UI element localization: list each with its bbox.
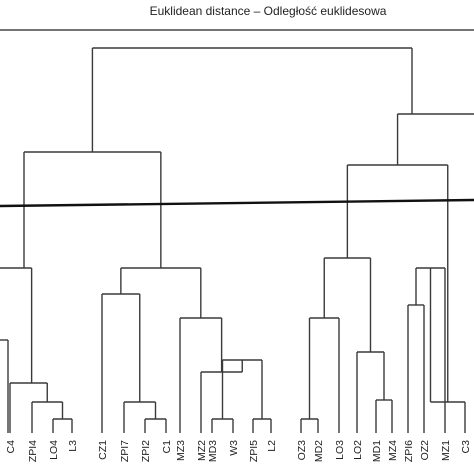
leaf-label-oz3: OZ3: [296, 440, 308, 461]
leaf-label-md3: MD3: [207, 440, 219, 462]
leaf-label-mz2: MZ2: [196, 440, 208, 461]
leaf-label-zpi5: ZPI5: [248, 440, 260, 462]
leaf-label-l2: L2: [266, 440, 278, 452]
leaf-label-mz3: MZ3: [175, 440, 187, 461]
leaf-label-mz1: MZ1: [440, 440, 452, 461]
leaf-label-w3: W3: [228, 440, 240, 456]
leaf-label-md1: MD1: [371, 440, 383, 462]
leaf-label-l3: L3: [67, 440, 79, 452]
leaf-label-lo3: LO3: [334, 440, 346, 460]
leaf-labels: C4 ZPI4 LO4 L3 CZ1 ZPI7 ZPI2 C1 MZ3 MZ2 MD3 W3 ZPI5 L…: [5, 440, 472, 462]
leaf-label-zpi6: ZPI6: [403, 440, 415, 462]
leaf-label-oz2: OZ2: [419, 440, 431, 461]
leaf-label-zpi2: ZPI2: [140, 440, 152, 462]
dendrogram-tree: [0, 47, 474, 433]
leaf-label-lo4: LO4: [48, 440, 60, 460]
leaf-label-c1: C1: [161, 440, 173, 454]
leaf-label-c3: C3: [460, 440, 472, 454]
leaf-label-cz1: CZ1: [97, 440, 109, 460]
leaf-label-c4: C4: [5, 440, 17, 454]
chart-title: Euklidean distance – Odległość euklideso…: [150, 4, 387, 18]
leaf-label-md2: MD2: [313, 440, 325, 462]
leaf-label-zpi7: ZPI7: [119, 440, 131, 462]
leaf-label-lo2: LO2: [352, 440, 364, 460]
leaf-label-zpi4: ZPI4: [27, 440, 39, 462]
cut-threshold-line: [0, 198, 474, 208]
leaf-label-mz4: MZ4: [387, 440, 399, 461]
